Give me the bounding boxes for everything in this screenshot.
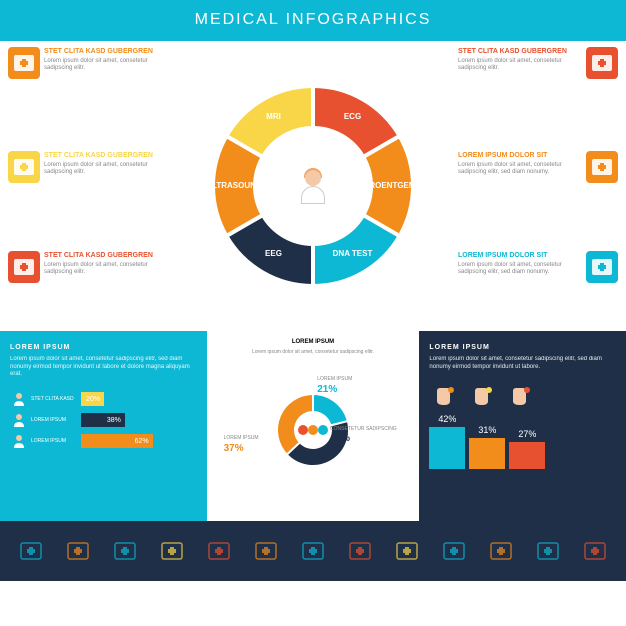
footer-medical-icon [487,537,515,565]
info-block-title: STET CLITA KASD GUBERGREN [44,47,162,56]
footer-icon-strip [0,521,626,581]
info-block-title: LOREM IPSUM DOLOR SIT [458,151,576,160]
footer-medical-icon [205,537,233,565]
info-block: LOREM IPSUM DOLOR SIT Lorem ipsum dolor s… [458,251,618,283]
footer-medical-icon [299,537,327,565]
donut-slice-label: DNA TEST [333,249,373,259]
mid-right-panel: LOREM IPSUM Lorem ipsum dolor sit amet, … [419,331,626,521]
mid-section: LOREM IPSUM Lorem ipsum dolor sit amet, … [0,331,626,521]
hbar-label: LOREM IPSUM [31,438,81,445]
hand-icon [505,381,535,411]
hand-icon [429,381,459,411]
hbar-row: LOREM IPSUM62% [10,433,197,449]
info-block: STET CLITA KASD GUBERGREN Lorem ipsum dol… [8,47,168,79]
page-title: MEDICAL INFOGRAPHICS [0,0,626,41]
vbar-fill [429,427,465,469]
medical-icon [8,151,40,183]
hbar-fill: 20% [81,392,104,406]
footer-medical-icon [64,537,92,565]
nurse-icon [293,166,333,206]
footer-medical-icon [534,537,562,565]
mc-donut-label: LOREM IPSUM21% [317,376,352,396]
info-block-desc: Lorem ipsum dolor sit amet, consetetur s… [458,162,576,176]
vbar-pct: 42% [438,414,456,426]
hbar-row: STET CLITA KASD20% [10,391,197,407]
vbar-fill [469,438,505,469]
footer-medical-icon [252,537,280,565]
footer-medical-icon [17,537,45,565]
donut-slice-label: ECG [344,112,361,122]
footer-medical-icon [393,537,421,565]
donut-slice-label: MRI [266,112,281,122]
hbar-label: LOREM IPSUM [31,417,81,424]
info-block: STET CLITA KASD GUBERGREN Lorem ipsum dol… [8,151,168,183]
vbar-fill [509,442,545,469]
hbar-fill: 38% [81,413,125,427]
info-block: LOREM IPSUM DOLOR SIT Lorem ipsum dolor s… [458,151,618,183]
medical-icon [8,251,40,283]
hbar-fill: 62% [81,434,153,448]
info-block-desc: Lorem ipsum dolor sit amet, consetetur s… [44,262,162,276]
info-block-title: STET CLITA KASD GUBERGREN [44,151,162,160]
medical-icon [586,251,618,283]
ml-title: LOREM IPSUM [10,343,197,352]
mid-left-panel: LOREM IPSUM Lorem ipsum dolor sit amet, … [0,331,207,521]
footer-medical-icon [346,537,374,565]
mc-desc: Lorem ipsum dolor sit amet, consetetur s… [213,349,414,356]
medical-icon [586,151,618,183]
info-block: STET CLITA KASD GUBERGREN Lorem ipsum dol… [8,251,168,283]
donut-chart: ECGROENTGENDNA TESTEEGULTRASOUNDMRI [213,86,413,286]
info-block: STET CLITA KASD GUBERGREN Lorem ipsum dol… [458,47,618,79]
hand-icon [467,381,497,411]
person-icon [10,390,28,408]
donut-section: STET CLITA KASD GUBERGREN Lorem ipsum dol… [0,41,626,331]
info-block-desc: Lorem ipsum dolor sit amet, consetetur s… [44,58,162,72]
mr-desc: Lorem ipsum dolor sit amet, consetetur s… [429,356,616,372]
mid-center-panel: LOREM IPSUM Lorem ipsum dolor sit amet, … [207,331,420,521]
info-block-title: STET CLITA KASD GUBERGREN [44,251,162,260]
ml-desc: Lorem ipsum dolor sit amet, consetetur s… [10,356,197,379]
vbar: 42% [429,414,465,470]
vbar: 27% [509,429,545,470]
mc-title: LOREM IPSUM [213,339,414,347]
vbar: 31% [469,425,505,470]
donut-slice-label: ULTRASOUND [206,181,261,191]
info-block-title: LOREM IPSUM DOLOR SIT [458,251,576,260]
info-block-desc: Lorem ipsum dolor sit amet, consetetur s… [44,162,162,176]
person-icon [10,432,28,450]
vbar-pct: 31% [478,425,496,437]
donut-slice-label: ROENTGEN [369,181,414,191]
footer-medical-icon [111,537,139,565]
footer-medical-icon [158,537,186,565]
info-block-desc: Lorem ipsum dolor sit amet, consetetur s… [458,262,576,276]
mr-title: LOREM IPSUM [429,343,616,352]
hbar-label: STET CLITA KASD [31,396,81,403]
info-block-desc: Lorem ipsum dolor sit amet, consetetur s… [458,58,576,72]
footer-medical-icon [440,537,468,565]
donut-slice-label: EEG [265,249,282,259]
vbar-pct: 27% [518,429,536,441]
hbar-row: LOREM IPSUM38% [10,412,197,428]
mc-donut-label: CONSETETUR SADIPSCING42% [330,426,397,446]
mc-donut-label: LOREM IPSUM37% [224,435,259,455]
footer-medical-icon [581,537,609,565]
person-icon [10,411,28,429]
medical-icon [8,47,40,79]
info-block-title: STET CLITA KASD GUBERGREN [458,47,576,56]
donut-center [278,151,348,221]
medical-icon [586,47,618,79]
